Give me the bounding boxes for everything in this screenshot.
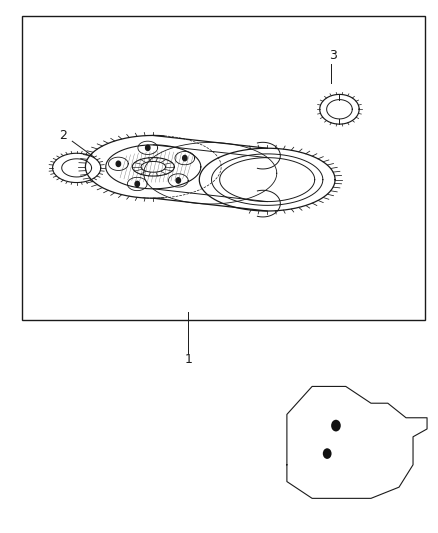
Circle shape xyxy=(116,161,120,166)
Text: 1: 1 xyxy=(184,353,192,366)
Circle shape xyxy=(323,448,332,459)
Circle shape xyxy=(135,181,139,187)
Circle shape xyxy=(183,156,187,161)
Circle shape xyxy=(145,145,150,150)
Circle shape xyxy=(331,420,341,432)
Bar xyxy=(22,16,425,320)
Text: 2: 2 xyxy=(60,130,67,142)
Circle shape xyxy=(176,178,180,183)
Text: 3: 3 xyxy=(329,50,337,62)
